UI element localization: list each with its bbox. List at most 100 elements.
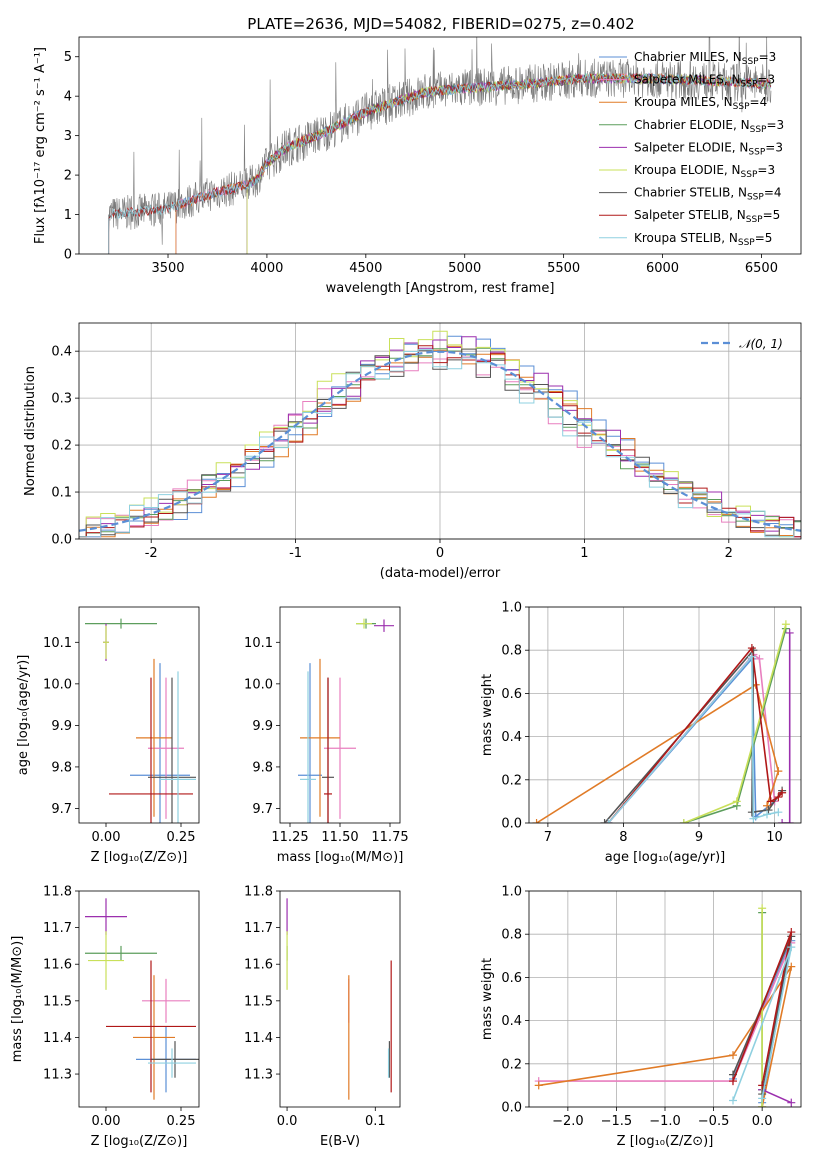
x-tick-label: 0.00 (92, 830, 121, 845)
x-axis-label: Z [log₁₀(Z/Z⊙)] (91, 1134, 188, 1149)
y-tick-label: 9.9 (51, 719, 72, 734)
axes-frame (78, 322, 802, 540)
legend-tail: =3 (759, 50, 777, 64)
histogram-series (79, 349, 801, 538)
legend-label: Kroupa ELODIE, N (634, 163, 741, 177)
weight-line (761, 1088, 792, 1104)
legend-entry: Kroupa MILES, NSSP=4 (634, 95, 767, 112)
legend-label: Salpeter STELIB, N (634, 208, 746, 222)
plot-area (534, 904, 796, 1107)
y-tick-label: 4 (64, 90, 72, 105)
legend-entry: Chabrier STELIB, NSSP=4 (634, 186, 782, 203)
x-axis-label: Z [log₁₀(Z/Z⊙)] (91, 850, 188, 865)
y-tick-label: 2 (64, 169, 72, 184)
y-tick-label: 10.1 (244, 636, 273, 651)
histogram-series (79, 351, 801, 538)
y-axis-label: Flux [fλ10⁻¹⁷ erg cm⁻² s⁻¹ A⁻¹] (33, 47, 48, 244)
x-axis-label: Z [log₁₀(Z/Z⊙)] (617, 1134, 714, 1149)
panel-mass_weight_vs_Z: −2.0 −1.5 −1.0 −0.5 0.0 0.0 0.2 0.4 0.6 0.8 1.0 Z [… (480, 885, 802, 1149)
x-tick-label: 0.25 (167, 830, 196, 845)
legend-tail: =3 (757, 73, 775, 87)
weight-marker (755, 654, 764, 663)
x-tick-label: 2 (725, 546, 733, 561)
weight-marker (600, 819, 609, 823)
weight-marker (764, 806, 773, 815)
weight-marker (758, 1103, 767, 1107)
axes-frame (528, 890, 802, 1108)
y-tick-label: 0.0 (501, 1101, 522, 1116)
weight-marker (778, 788, 787, 797)
weight-marker (758, 904, 767, 913)
plot-area (286, 898, 392, 1100)
weight-marker (534, 1081, 543, 1090)
legend-sub: SSP (742, 57, 759, 67)
gaussian-curve (79, 350, 801, 532)
x-tick-label: −1.0 (649, 1114, 681, 1129)
legend-sub: SSP (747, 193, 764, 203)
y-tick-label: 0.0 (51, 533, 72, 548)
y-axis-label: mass weight (480, 674, 495, 756)
x-tick-label: 10 (766, 830, 783, 845)
plot-area (79, 330, 801, 538)
y-tick-label: 11.4 (244, 1031, 273, 1046)
x-tick-label: 11.75 (371, 830, 408, 845)
weight-line (782, 632, 791, 823)
x-axis-label: mass [log₁₀(M/M⊙)] (277, 850, 404, 865)
weight-line (607, 654, 779, 823)
weight-line (607, 653, 776, 823)
legend-sub: SSP (746, 215, 763, 225)
weight-marker (778, 819, 787, 823)
axes-frame (279, 606, 401, 824)
axes-frame (78, 36, 802, 255)
x-tick-label: 0.1 (365, 1114, 386, 1129)
x-tick-label: 0.00 (92, 1114, 121, 1129)
y-tick-label: 11.8 (43, 885, 72, 900)
legend-entry: Kroupa ELODIE, NSSP=3 (634, 163, 775, 180)
y-tick-label: 10.0 (244, 677, 273, 692)
weight-marker (763, 810, 771, 819)
y-tick-label: 0.4 (51, 345, 72, 360)
x-axis-label: E(B-V) (320, 1134, 360, 1149)
weight-marker (604, 819, 613, 823)
x-tick-label: 0.0 (752, 1114, 773, 1129)
x-tick-label: 5500 (547, 261, 580, 276)
weight-marker (774, 808, 783, 817)
panel-mass_vs_Z: 0.00 0.25 11.3 11.4 11.5 11.6 11.7 11.8 Z [log₁₀… (10, 885, 200, 1149)
legend-entry: Chabrier ELODIE, NSSP=3 (634, 118, 784, 135)
y-tick-label: 0.4 (501, 730, 522, 745)
legend-entry: Salpeter STELIB, NSSP=5 (634, 208, 780, 225)
y-tick-label: 11.3 (244, 1068, 273, 1083)
y-tick-label: 11.7 (244, 921, 273, 936)
weight-marker (758, 1094, 767, 1103)
y-tick-label: 0.1 (51, 486, 72, 501)
x-tick-label: 0.25 (167, 1114, 196, 1129)
panel-mass_weight_vs_age: 7 8 9 10 0.0 0.2 0.4 0.6 0.8 1.0 age [log₁₀(age/yr… (480, 601, 802, 865)
x-axis-label: age [log₁₀(age/yr)] (605, 850, 726, 865)
histogram-series (79, 345, 801, 538)
axes-frame (78, 606, 200, 824)
legend-tail: =3 (765, 140, 783, 154)
x-tick-label: 7 (544, 830, 552, 845)
y-tick-label: 5 (64, 50, 72, 65)
x-tick-label: 4500 (349, 261, 382, 276)
legend-sub: SSP (750, 125, 767, 135)
y-axis-label: mass weight (480, 958, 495, 1040)
weight-marker (679, 819, 688, 823)
legend-label: Chabrier ELODIE, N (634, 118, 750, 132)
legend-tail: =3 (766, 118, 784, 132)
legend-entry: Chabrier MILES, NSSP=3 (634, 50, 776, 67)
legend-sub: SSP (748, 147, 765, 157)
data-spectrum (108, 37, 772, 245)
weight-marker (766, 797, 775, 806)
y-tick-label: 0.4 (501, 1014, 522, 1029)
legend-label: Kroupa MILES, N (634, 95, 733, 109)
y-tick-label: 11.4 (43, 1031, 72, 1046)
y-tick-label: 11.5 (43, 994, 72, 1009)
y-axis-label: age [log₁₀(age/yr)] (16, 655, 31, 776)
y-tick-label: 0.6 (501, 687, 522, 702)
weight-marker (774, 767, 783, 776)
weight-marker (729, 1077, 737, 1086)
plot-area (298, 618, 394, 823)
